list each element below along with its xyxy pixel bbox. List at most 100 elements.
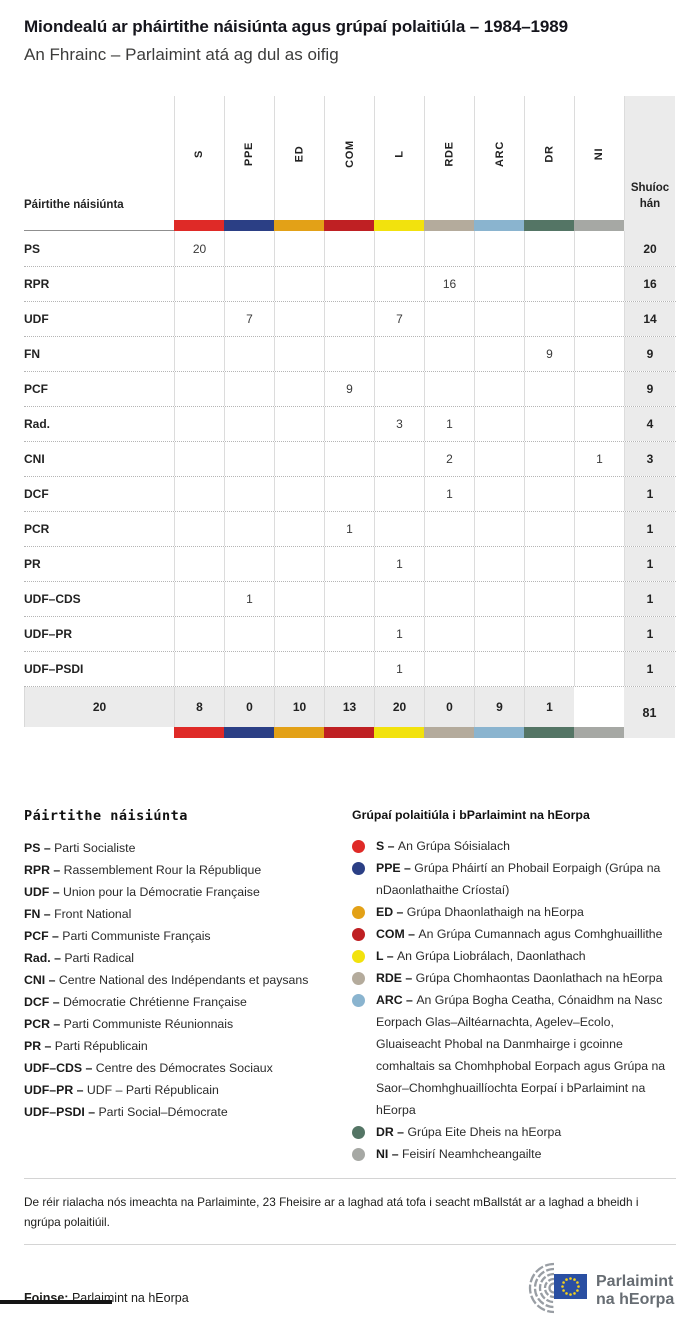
group-description: COM – An Grúpa Cumannach agus Comhghuail… — [376, 923, 676, 945]
seats-cell: 9 — [624, 337, 675, 371]
value-cell-RDE: 1 — [424, 477, 474, 511]
group-full-name: An Grúpa Liobrálach, Daonlathach — [396, 949, 586, 963]
party-abbreviation: CNI – — [24, 973, 59, 987]
group-column-header-COM: COM — [324, 96, 374, 220]
value-cell-L — [374, 582, 424, 616]
legend-parties-list: PS – Parti Socialiste RPR – Rassemblement… — [24, 837, 352, 1123]
value-cell-ED — [274, 512, 324, 546]
eu-star — [562, 1281, 565, 1284]
value-cell-DR — [524, 477, 574, 511]
group-abbreviation: PPE – — [376, 861, 415, 875]
table-row: UDF–CDS 1 1 — [24, 581, 676, 616]
value-cell-PPE: 1 — [224, 582, 274, 616]
value-cell-NI — [574, 407, 624, 441]
group-column-header-ARC: ARC — [474, 96, 524, 220]
value-cell-PPE — [224, 617, 274, 651]
value-cell-ARC — [474, 547, 524, 581]
value-cell-L — [374, 512, 424, 546]
value-cell-ED — [274, 372, 324, 406]
bottom-color-swatch-S — [174, 727, 224, 738]
bottom-color-swatch-PPE — [224, 727, 274, 738]
value-cell-L: 1 — [374, 547, 424, 581]
party-name-cell: FN — [24, 347, 40, 361]
legend-group-item: S – An Grúpa Sóisialach — [352, 835, 676, 857]
party-name-cell: UDF–CDS — [24, 592, 81, 606]
value-cell-COM — [324, 477, 374, 511]
value-cell-L: 1 — [374, 652, 424, 686]
value-cell-ARC — [474, 442, 524, 476]
group-full-name: An Grúpa Sóisialach — [397, 839, 510, 853]
group-color-dot — [352, 993, 365, 1007]
value-cell-L: 7 — [374, 302, 424, 336]
group-description: NI – Feisirí Neamhcheangailte — [376, 1143, 676, 1165]
group-column-header-RDE: RDE — [424, 96, 474, 220]
party-abbreviation: DCF – — [24, 995, 63, 1009]
value-cell-RDE — [424, 582, 474, 616]
value-cell-RDE — [424, 337, 474, 371]
seats-cell: 1 — [624, 617, 675, 651]
value-cell-L: 1 — [374, 617, 424, 651]
party-abbreviation: Rad. – — [24, 951, 65, 965]
eu-star — [569, 1277, 572, 1280]
legend-party-item: CNI – Centre National des Indépendants e… — [24, 969, 352, 991]
legend-party-item: PR – Parti Républicain — [24, 1035, 352, 1057]
table-row: UDF 7 7 14 — [24, 301, 676, 336]
seats-column-header: Shuíochán — [624, 96, 675, 220]
party-abbreviation: FN – — [24, 907, 55, 921]
party-full-name: Parti Radical — [64, 951, 135, 965]
value-cell-ED — [274, 231, 324, 266]
group-code-label: PPE — [243, 141, 256, 167]
group-color-dot — [352, 861, 365, 875]
legend-group-item: NI – Feisirí Neamhcheangailte — [352, 1143, 676, 1165]
value-cell-DR — [524, 512, 574, 546]
total-cell-NI: 1 — [524, 687, 574, 727]
party-abbreviation: UDF–PR – — [24, 1083, 87, 1097]
table-row: FN 9 9 — [24, 336, 676, 371]
value-cell-NI — [574, 337, 624, 371]
value-cell-RDE — [424, 652, 474, 686]
value-cell-ARC — [474, 372, 524, 406]
seats-cell: 1 — [624, 582, 675, 616]
party-name-cell: UDF–PR — [24, 627, 73, 641]
group-description: ARC – An Grúpa Bogha Ceatha, Cónaidhm na… — [376, 989, 676, 1121]
eu-star — [565, 1292, 568, 1295]
group-column-header-L: L — [374, 96, 424, 220]
value-cell-NI — [574, 477, 624, 511]
value-cell-ARC — [474, 617, 524, 651]
party-abbreviation: RPR – — [24, 863, 64, 877]
eu-star — [562, 1289, 565, 1292]
legend-party-item: UDF–PR – UDF – Parti Républicain — [24, 1079, 352, 1101]
bottom-color-swatch-L — [374, 727, 424, 738]
eu-star — [569, 1293, 572, 1296]
value-cell-ARC — [474, 407, 524, 441]
value-cell-ED — [274, 547, 324, 581]
value-cell-PPE — [224, 477, 274, 511]
party-abbreviation: PCF – — [24, 929, 63, 943]
party-abbreviation: PR – — [24, 1039, 55, 1053]
group-description: L – An Grúpa Liobrálach, Daonlathach — [376, 945, 676, 967]
value-cell-COM — [324, 407, 374, 441]
total-seats-cell: 81 — [624, 687, 675, 738]
group-color-swatch-S — [174, 220, 224, 231]
eu-star — [573, 1278, 576, 1281]
total-cell-ED: 0 — [224, 687, 274, 727]
hemicycle-arcs — [528, 1262, 555, 1314]
value-cell-ED — [274, 302, 324, 336]
value-cell-S — [174, 337, 224, 371]
value-cell-DR: 9 — [524, 337, 574, 371]
value-cell-NI: 1 — [574, 442, 624, 476]
seats-cell: 1 — [624, 652, 675, 686]
legend-party-item: PCF – Parti Communiste Français — [24, 925, 352, 947]
legend-national-parties: Páirtithe náisiúnta PS – Parti Socialist… — [24, 808, 352, 1165]
bottom-color-swatch-ARC — [474, 727, 524, 738]
group-color-swatch-RDE — [424, 220, 474, 231]
party-name-cell: RPR — [24, 277, 50, 291]
group-full-name: Feisirí Neamhcheangailte — [401, 1147, 542, 1161]
group-code-label: L — [393, 150, 406, 158]
table-row: Rad. 3 1 4 — [24, 406, 676, 441]
value-cell-S — [174, 407, 224, 441]
group-color-dot — [352, 905, 365, 919]
value-cell-PPE — [224, 652, 274, 686]
value-cell-COM — [324, 582, 374, 616]
party-full-name: Front National — [54, 907, 132, 921]
